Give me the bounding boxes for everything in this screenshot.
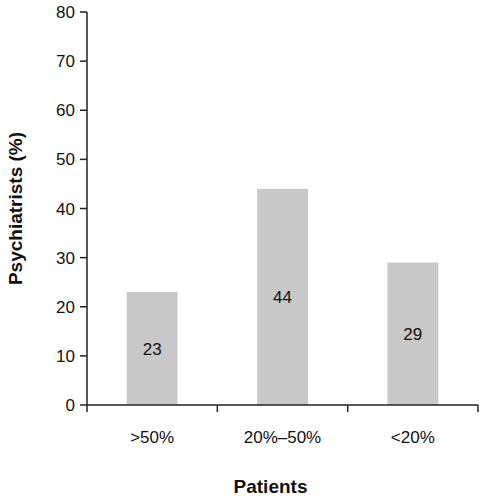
y-tick bbox=[80, 208, 87, 210]
x-axis-title: Patients bbox=[234, 476, 308, 497]
y-tick bbox=[80, 11, 87, 13]
y-tick bbox=[80, 257, 87, 259]
y-tick bbox=[80, 404, 87, 406]
x-tick-label: >50% bbox=[130, 428, 174, 447]
x-tick bbox=[347, 405, 349, 412]
bar bbox=[127, 292, 178, 405]
x-tick bbox=[477, 405, 479, 412]
y-tick-label: 30 bbox=[56, 249, 75, 268]
x-tick bbox=[217, 405, 219, 412]
data-label: 23 bbox=[143, 340, 162, 359]
x-tick-label: 20%–50% bbox=[244, 428, 322, 447]
x-tick-label: <20% bbox=[391, 428, 435, 447]
y-tick-label: 0 bbox=[66, 396, 75, 415]
y-tick bbox=[80, 110, 87, 112]
bars bbox=[127, 189, 438, 405]
bar bbox=[387, 263, 438, 405]
y-tick-label: 40 bbox=[56, 200, 75, 219]
y-tick bbox=[80, 355, 87, 357]
y-tick bbox=[80, 60, 87, 62]
y-tick-label: 10 bbox=[56, 347, 75, 366]
chart: 23 44 29 0 10 20 30 40 50 60 70 80 >50% 20%–50% <20% Pa… bbox=[0, 0, 479, 500]
y-tick-label: 80 bbox=[56, 3, 75, 22]
data-label: 29 bbox=[403, 325, 422, 344]
y-tick-label: 20 bbox=[56, 298, 75, 317]
bar bbox=[257, 189, 308, 405]
x-axis-line bbox=[87, 404, 478, 406]
y-tick-label: 50 bbox=[56, 150, 75, 169]
y-tick bbox=[80, 306, 87, 308]
y-tick-label: 60 bbox=[56, 101, 75, 120]
y-tick-label: 70 bbox=[56, 52, 75, 71]
x-tick bbox=[86, 405, 88, 412]
data-label: 44 bbox=[273, 288, 292, 307]
y-axis-title: Psychiatrists (%) bbox=[5, 132, 26, 285]
y-tick bbox=[80, 159, 87, 161]
